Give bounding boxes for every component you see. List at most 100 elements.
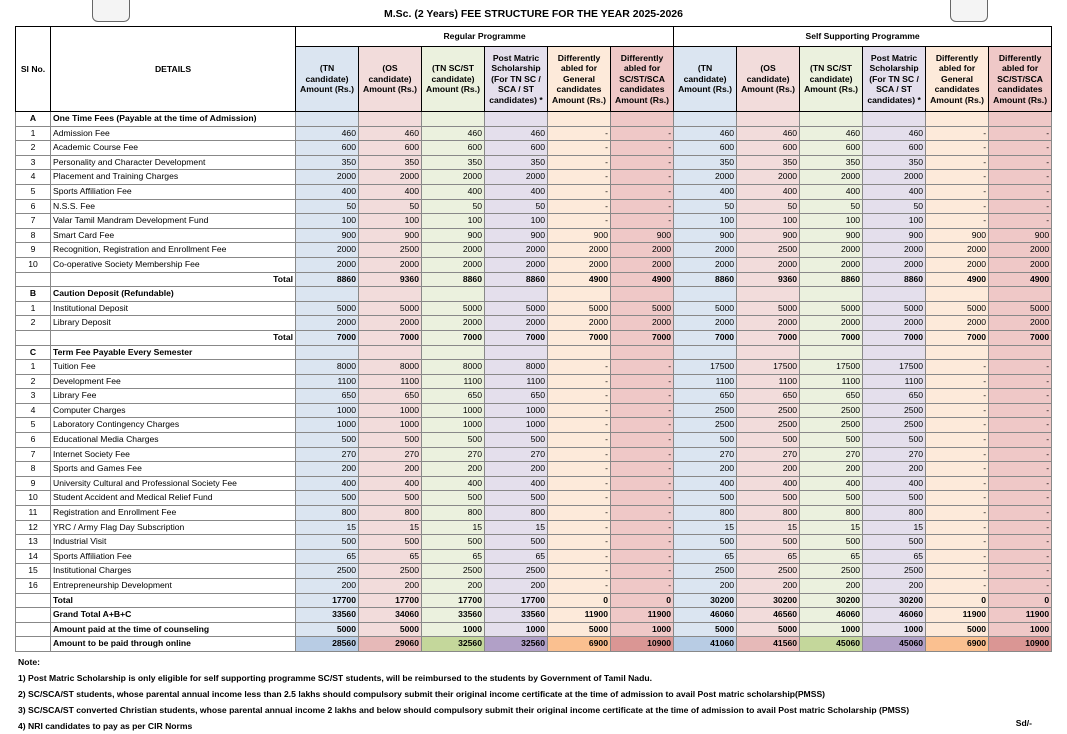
empty-cell [421, 111, 485, 127]
amount-cell: 100 [736, 213, 801, 229]
amount-cell: 500 [295, 490, 359, 507]
amount-cell: - [988, 475, 1053, 492]
fee-detail: Sports Affiliation Fee [50, 183, 296, 200]
amount-cell: - [547, 563, 611, 579]
amount-cell: 8860 [484, 271, 548, 288]
amount-cell: 400 [673, 183, 738, 200]
amount-cell: 5000 [484, 300, 548, 317]
amount-cell: - [925, 563, 990, 579]
section-row: A One Time Fees (Payable at the time of A… [15, 111, 1053, 127]
amount-cell: - [988, 446, 1053, 463]
section-label: C [15, 344, 51, 361]
amount-cell: 900 [295, 227, 359, 244]
amount-cell: 460 [484, 125, 548, 142]
amount-cell: 2500 [862, 417, 927, 434]
amount-cell: 10900 [609, 636, 675, 652]
fee-detail: Tuition Fee [50, 359, 296, 375]
amount-cell: - [547, 417, 611, 434]
amount-cell: 270 [484, 446, 548, 463]
empty-cell [609, 286, 675, 302]
empty-cell [736, 111, 801, 127]
amount-cell: 200 [862, 578, 927, 594]
title: M.Sc. (2 Years) FEE STRUCTURE FOR THE YE… [384, 8, 683, 20]
amount-cell: 900 [421, 227, 485, 244]
amount-cell: 15 [358, 519, 422, 536]
amount-cell: - [547, 373, 611, 390]
amount-cell: 400 [673, 475, 738, 492]
empty-cell [925, 344, 990, 361]
amount-cell: 7000 [925, 329, 990, 346]
amount-cell: 200 [358, 461, 422, 477]
empty-cell [799, 286, 864, 302]
sl-no: 9 [15, 242, 51, 258]
table-body: A One Time Fees (Payable at the time of A… [15, 111, 1053, 652]
amount-cell: - [925, 140, 990, 156]
fee-detail: Student Accident and Medical Relief Fund [50, 490, 296, 507]
section-title: Caution Deposit (Refundable) [50, 286, 296, 302]
amount-cell: 2000 [609, 242, 675, 258]
amount-cell: - [547, 198, 611, 215]
amount-cell: 350 [295, 154, 359, 171]
amount-cell: 15 [295, 519, 359, 536]
column-header: (OS candidate) Amount (Rs.) [358, 46, 422, 112]
empty-cell [358, 344, 422, 361]
amount-cell: 2500 [799, 563, 864, 579]
amount-cell: 800 [862, 505, 927, 521]
amount-cell: 2000 [295, 169, 359, 185]
amount-cell: 17700 [295, 592, 359, 609]
sl-no: 4 [15, 402, 51, 419]
amount-cell: 650 [358, 388, 422, 404]
amount-cell: 350 [484, 154, 548, 171]
amount-cell: 41560 [736, 636, 801, 652]
sl-no: 7 [15, 213, 51, 229]
fee-row: 4 Computer Charges 1000 1000 1000 1000- -2500 2… [15, 402, 1053, 419]
amount-cell: 1000 [862, 621, 927, 638]
amount-cell: 500 [421, 490, 485, 507]
sl-no: 3 [15, 388, 51, 404]
empty-cell [609, 344, 675, 361]
summary-label: Amount to be paid through online [50, 636, 296, 652]
amount-cell: 8860 [421, 271, 485, 288]
sl-no: 15 [15, 563, 51, 579]
amount-cell: 5000 [295, 300, 359, 317]
sl-no: 14 [15, 548, 51, 565]
amount-cell: 460 [421, 125, 485, 142]
amount-cell: 2500 [862, 402, 927, 419]
amount-cell: 2000 [988, 256, 1053, 273]
signature: Sd/- [1015, 718, 1032, 728]
amount-cell: 1000 [295, 417, 359, 434]
fee-row: 4 Placement and Training Charges 2000 2000 2… [15, 169, 1053, 185]
amount-cell: 400 [358, 475, 422, 492]
empty-cell [673, 111, 738, 127]
amount-cell: 500 [484, 432, 548, 448]
amount-cell: 2000 [799, 242, 864, 258]
amount-cell: 460 [673, 125, 738, 142]
amount-cell: 1100 [484, 373, 548, 390]
empty-cell [421, 344, 485, 361]
amount-cell: - [925, 169, 990, 185]
amount-cell: 2000 [484, 256, 548, 273]
fee-detail: Library Fee [50, 388, 296, 404]
fee-row: 3 Personality and Character Development 35… [15, 154, 1053, 171]
amount-cell: 2000 [736, 315, 801, 331]
fee-row: 14 Sports Affiliation Fee 65 65 65 65- -65 65 65… [15, 548, 1053, 565]
amount-cell: - [925, 417, 990, 434]
amount-cell: 33560 [421, 607, 485, 623]
amount-cell: - [925, 432, 990, 448]
amount-cell: - [988, 140, 1053, 156]
amount-cell: 17500 [673, 359, 738, 375]
amount-cell: 270 [799, 446, 864, 463]
amount-cell: 2000 [925, 242, 990, 258]
empty-cell [15, 621, 51, 638]
empty-cell [547, 111, 611, 127]
notes: Note: 1) Post Matric Scholarship is only … [18, 654, 1053, 734]
fee-row: 5 Sports Affiliation Fee 400 400 400 400- -400… [15, 183, 1053, 200]
sl-no: 3 [15, 154, 51, 171]
amount-cell: 7000 [358, 329, 422, 346]
amount-cell: 500 [862, 534, 927, 550]
amount-cell: 1000 [358, 402, 422, 419]
empty-cell [862, 111, 927, 127]
amount-cell: 17700 [484, 592, 548, 609]
amount-cell: 65 [736, 548, 801, 565]
amount-cell: 33560 [484, 607, 548, 623]
